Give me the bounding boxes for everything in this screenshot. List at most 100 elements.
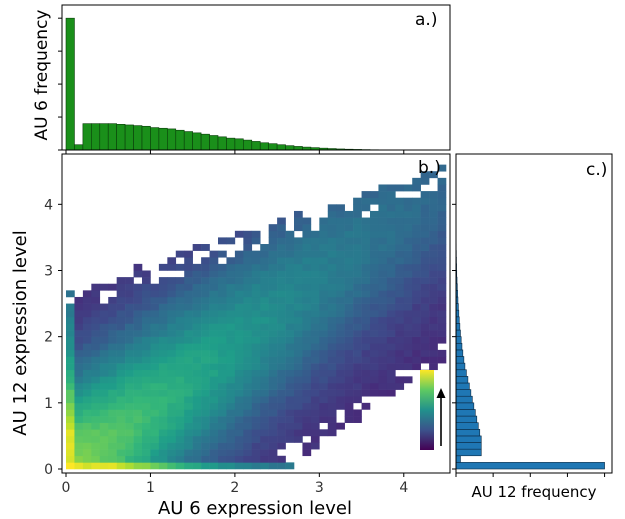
heatmap-cell <box>353 396 362 404</box>
heatmap-cell <box>116 462 126 470</box>
heatmap-cell <box>336 217 345 225</box>
heatmap-cell <box>158 356 168 364</box>
heatmap-cell <box>184 349 193 357</box>
heatmap-cell <box>184 290 193 298</box>
heatmap-cell <box>412 204 421 212</box>
heatmap-cell <box>150 296 160 304</box>
heatmap-cell <box>218 455 227 463</box>
heatmap-cell <box>386 230 396 238</box>
panel-c-frame <box>455 153 613 474</box>
heatmap-cell <box>386 224 396 232</box>
heatmap-cell <box>66 455 75 463</box>
heatmap-cell <box>158 442 168 450</box>
heatmap-cell <box>116 429 126 437</box>
heatmap-cell <box>175 422 185 430</box>
heatmap-cell <box>370 296 379 304</box>
heatmap-cell <box>310 402 320 410</box>
heatmap-cell <box>285 409 295 417</box>
heatmap-cell <box>285 402 295 410</box>
histogram-a-bar <box>192 132 202 151</box>
heatmap-cell <box>243 442 253 450</box>
heatmap-cell <box>125 422 134 430</box>
heatmap-cell <box>310 257 320 265</box>
heatmap-cell <box>209 409 219 417</box>
heatmap-cell <box>158 263 168 271</box>
heatmap-cell <box>133 310 143 318</box>
heatmap-cell <box>167 382 177 390</box>
heatmap-cell <box>243 257 253 265</box>
heatmap-cell <box>192 296 202 304</box>
heatmap-cell <box>116 422 126 430</box>
heatmap-cell <box>420 283 430 291</box>
heatmap-cell <box>201 283 210 291</box>
heatmap-cell <box>336 283 345 291</box>
heatmap-cell <box>133 343 143 351</box>
heatmap-cell <box>403 376 413 384</box>
heatmap-cell <box>201 363 210 371</box>
heatmap-cell <box>150 396 160 404</box>
heatmap-cell <box>142 323 151 331</box>
heatmap-cell <box>82 389 92 397</box>
heatmap-cell <box>268 257 278 265</box>
heatmap-cell <box>420 343 430 351</box>
heatmap-cell <box>268 455 278 463</box>
heatmap-cell <box>361 336 371 344</box>
heatmap-cell <box>167 449 177 457</box>
heatmap-cell <box>370 224 379 232</box>
heatmap-cell <box>327 422 337 430</box>
heatmap-cell <box>167 402 177 410</box>
heatmap-cell <box>91 310 101 318</box>
heatmap-cell <box>167 363 177 371</box>
heatmap-cell <box>218 363 227 371</box>
heatmap-cell <box>260 449 269 457</box>
heatmap-cell <box>361 343 371 351</box>
heatmap-cell <box>201 349 210 357</box>
heatmap-cell <box>319 416 329 423</box>
heatmap-cell <box>108 389 117 397</box>
heatmap-cell <box>277 435 286 443</box>
heatmap-cell <box>116 369 126 377</box>
heatmap-cell <box>82 290 92 298</box>
heatmap-cell <box>142 296 151 304</box>
heatmap-cell <box>158 323 168 331</box>
heatmap-cell <box>336 310 345 318</box>
heatmap-cell <box>175 429 185 437</box>
heatmap-cell <box>285 330 295 337</box>
heatmap-cell <box>142 382 151 390</box>
heatmap-cell <box>116 442 126 450</box>
heatmap-cell <box>277 290 286 298</box>
heatmap-cell <box>209 455 219 463</box>
heatmap-cell <box>370 389 379 397</box>
heatmap-cell <box>133 402 143 410</box>
heatmap-cell <box>277 270 286 278</box>
heatmap-cell <box>277 257 286 265</box>
heatmap-cell <box>302 237 312 245</box>
heatmap-cell <box>99 455 109 463</box>
heatmap-cell <box>116 277 126 285</box>
heatmap-cell <box>403 303 413 311</box>
heatmap-cell <box>66 290 75 298</box>
heatmap-cell <box>268 296 278 304</box>
heatmap-cell <box>201 323 210 331</box>
heatmap-cell <box>361 230 371 238</box>
heatmap-cell <box>361 330 371 337</box>
heatmap-cell <box>66 396 75 404</box>
heatmap-cell <box>268 382 278 390</box>
heatmap-cell <box>234 330 244 337</box>
heatmap-cell <box>268 449 278 457</box>
heatmap-cell <box>344 396 354 404</box>
heatmap-cell <box>395 316 405 324</box>
heatmap-cell <box>251 303 261 311</box>
heatmap-cell <box>361 310 371 318</box>
heatmap-cell <box>133 382 143 390</box>
heatmap-cell <box>234 277 244 285</box>
heatmap-cell <box>412 343 421 351</box>
heatmap-cell <box>336 257 345 265</box>
heatmap-cell <box>336 349 345 357</box>
heatmap-cell <box>218 356 227 364</box>
heatmap-cell <box>294 290 303 298</box>
heatmap-cell <box>99 435 109 443</box>
heatmap-cell <box>437 210 447 218</box>
heatmap-cell <box>74 422 84 430</box>
heatmap-cell <box>192 376 202 384</box>
